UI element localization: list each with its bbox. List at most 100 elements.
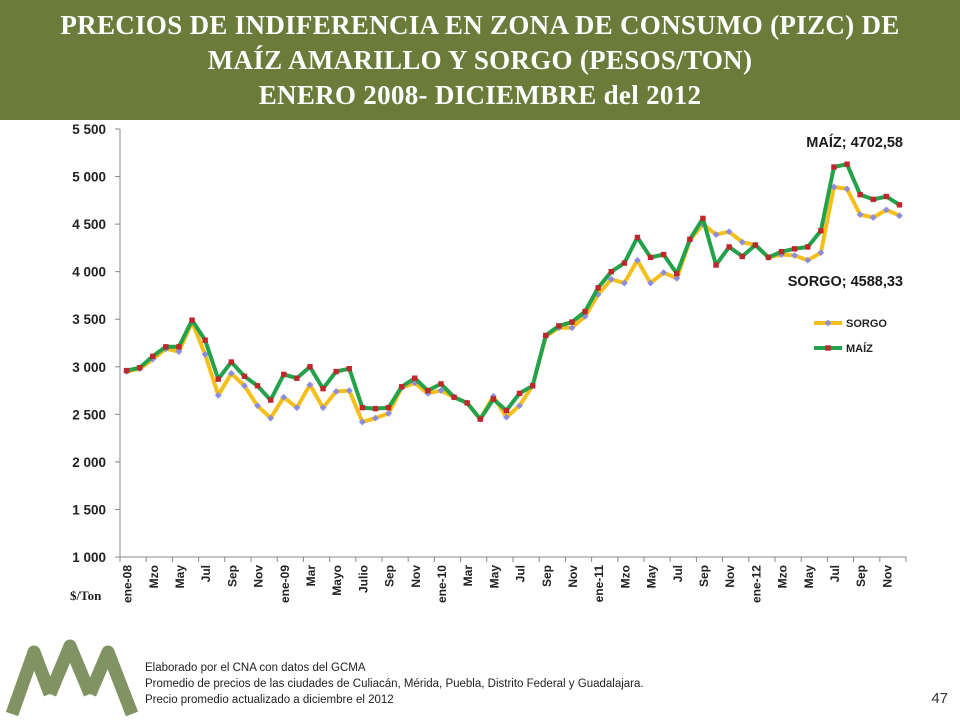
y-tick-label: 3 500	[72, 312, 106, 327]
x-tick-label: Julio	[356, 565, 370, 593]
x-tick-label: Jul	[199, 565, 213, 582]
maiz-point	[228, 359, 235, 365]
maiz-point	[176, 344, 182, 350]
y-tick-label: 4 000	[72, 265, 106, 280]
x-tick-label: Mzo	[147, 565, 161, 588]
maiz-point	[687, 236, 693, 243]
x-tick-label: Mar	[304, 565, 318, 587]
x-tick-label: Mzo	[618, 565, 632, 588]
x-tick-label: Jul	[671, 565, 685, 582]
y-tick-label: 5 000	[72, 170, 106, 185]
maiz-point	[202, 337, 208, 343]
sorgo-point	[738, 238, 746, 246]
maiz-point	[123, 367, 130, 374]
maiz-point	[425, 387, 431, 394]
maiz-point	[634, 234, 641, 241]
maiz-point	[713, 262, 719, 268]
x-tick-label: ene-08	[121, 565, 135, 603]
sorgo-point	[568, 324, 576, 332]
sorgo-point	[332, 388, 340, 395]
sorgo-point	[280, 393, 288, 401]
maiz-point	[372, 405, 379, 412]
maiz-point	[516, 390, 523, 397]
legend-sorgo-marker	[824, 319, 832, 327]
sorgo-point	[503, 413, 510, 421]
x-tick-label: ene-09	[278, 565, 292, 603]
x-tick-label: May	[487, 565, 501, 589]
maiz-point	[281, 371, 287, 378]
sorgo-point	[634, 256, 641, 264]
sorgo-point	[673, 274, 681, 282]
source-line-2: Promedio de precios de las ciudades de C…	[145, 678, 644, 690]
sorgo-point	[660, 269, 668, 277]
maiz-point	[320, 385, 326, 392]
sorgo-point	[267, 414, 275, 422]
maiz-point	[438, 381, 444, 387]
x-tick-label: May	[802, 565, 816, 589]
sorgo-point	[306, 381, 314, 389]
maiz-point	[844, 161, 850, 167]
sorgo-point	[227, 370, 235, 377]
x-tick-label: Nov	[252, 565, 266, 588]
sorgo-point	[345, 387, 353, 394]
x-tick-label: Sep	[540, 565, 554, 587]
sorgo-point	[712, 231, 720, 238]
maiz-point	[307, 364, 313, 370]
maiz-point	[464, 400, 470, 406]
maiz-point	[163, 344, 169, 350]
x-tick-label: Nov	[723, 565, 737, 588]
x-tick-label: Nov	[880, 565, 894, 588]
maiz-point	[739, 253, 745, 260]
sorgo-point	[437, 387, 445, 394]
maiz-point	[582, 308, 588, 315]
y-tick-label: 5 500	[72, 122, 106, 137]
maiz-point	[674, 270, 680, 277]
sorgo-point	[516, 402, 523, 410]
maiz-end-label: MAÍZ; 4702,58	[806, 134, 903, 151]
sorgo-point	[607, 275, 615, 283]
maiz-point	[608, 268, 614, 275]
sorgo-point	[620, 279, 628, 287]
maiz-point	[791, 246, 798, 252]
maiz-point	[215, 376, 221, 382]
source-line-1: Elaborado por el CNA con datos del GCMA	[145, 662, 366, 674]
legend-maiz-label: MAÍZ	[846, 342, 873, 355]
maiz-point	[831, 164, 837, 170]
maiz-point	[857, 191, 863, 198]
maiz-point	[543, 332, 549, 339]
x-tick-label: Mzo	[776, 565, 790, 588]
y-axis-unit-label: $/Ton	[70, 588, 102, 603]
maiz-point	[556, 323, 562, 329]
maiz-point	[254, 383, 261, 389]
sorgo-point	[372, 414, 379, 422]
maiz-point	[818, 228, 824, 234]
maiz-point	[765, 254, 772, 261]
sorgo-point	[149, 355, 157, 363]
maiz-point	[267, 397, 274, 403]
sorgo-point	[319, 404, 327, 412]
sorgo-point	[241, 382, 248, 390]
cna-logo-icon	[5, 639, 139, 717]
x-tick-label: Sep	[383, 565, 397, 587]
x-tick-label: Nov	[409, 565, 423, 588]
sorgo-point	[804, 256, 812, 264]
maiz-point	[412, 375, 418, 381]
title-line-1: PRECIOS DE INDIFERENCIA EN ZONA DE CONSU…	[60, 9, 900, 40]
maiz-point	[569, 319, 575, 325]
sorgo-point	[201, 351, 209, 358]
y-tick-label: 2 000	[72, 455, 106, 470]
sorgo-point	[843, 185, 851, 193]
maiz-point	[778, 248, 785, 255]
x-tick-label: Sep	[697, 565, 711, 587]
maiz-point	[870, 196, 876, 203]
maiz-point	[647, 254, 654, 261]
source-notes: Elaborado por el CNA con datos del GCMA …	[145, 660, 644, 708]
page-number: 47	[931, 690, 948, 707]
x-tick-label: Jul	[514, 565, 528, 582]
sorgo-point	[385, 409, 392, 417]
maiz-point	[241, 373, 248, 379]
title-banner: PRECIOS DE INDIFERENCIA EN ZONA DE CONSU…	[0, 0, 960, 120]
sorgo-point	[647, 279, 654, 287]
maiz-point	[490, 396, 497, 402]
y-tick-label: 4 500	[72, 217, 106, 232]
